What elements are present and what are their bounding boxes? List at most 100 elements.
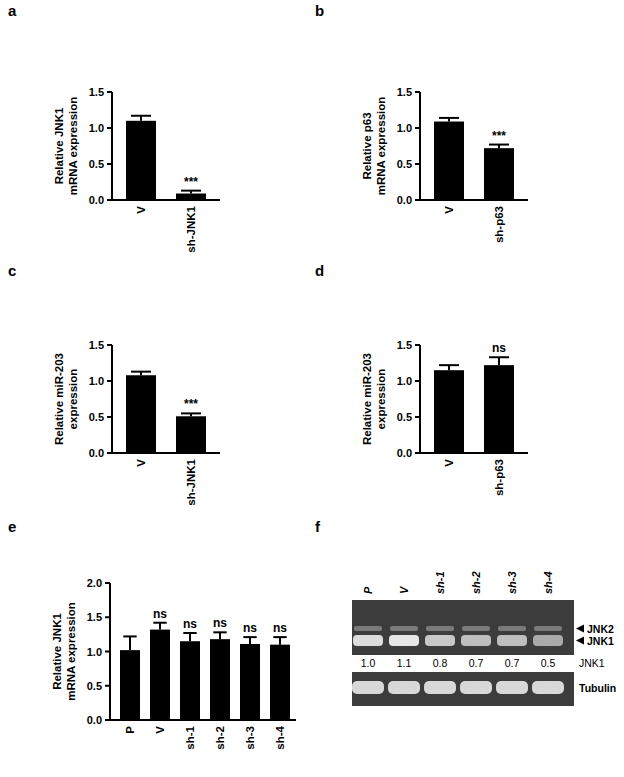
bar [126, 121, 156, 200]
y-tick-label: 1.0 [87, 646, 102, 658]
error-cap [123, 635, 136, 637]
y-tick [415, 380, 420, 382]
error-cap [439, 117, 459, 119]
y-axis-label: mRNA expression [67, 97, 79, 196]
panel-letter: f [315, 518, 321, 535]
error-stem [498, 357, 500, 365]
loading-control-label: Tubulin [579, 682, 616, 694]
x-axis [111, 452, 220, 454]
error-bar [213, 632, 226, 639]
y-tick-label: 1.5 [397, 86, 412, 98]
error-stem [189, 633, 191, 641]
y-tick [107, 199, 112, 201]
data-label: 0.7 [505, 657, 520, 669]
y-tick [415, 416, 420, 418]
x-tick-label: V [135, 206, 147, 214]
y-tick [415, 199, 420, 201]
y-tick-label: 0.0 [397, 447, 412, 459]
tubulin-band [388, 681, 420, 694]
x-tick-label: sh-3 [244, 726, 256, 750]
bar [484, 148, 514, 200]
jnk1-band [533, 635, 563, 646]
error-bar [131, 372, 151, 376]
y-tick-label: 0.5 [397, 158, 412, 170]
x-tick-label: V [443, 206, 455, 214]
significance: *** [492, 129, 506, 143]
plot-area [126, 116, 206, 200]
error-bar [489, 145, 509, 149]
x-axis [109, 719, 296, 721]
x-tick-label: sh-p63 [493, 459, 505, 496]
bar [126, 375, 156, 453]
x-axis [111, 199, 220, 201]
lane-label: sh-4 [542, 571, 554, 594]
error-bar [131, 116, 151, 121]
panel: d0.00.51.01.5Relative miR-203expressionV… [315, 262, 528, 496]
y-tick-label: 1.5 [397, 339, 412, 351]
significance: ns [243, 621, 257, 635]
bar [434, 122, 464, 200]
lane-label: sh-3 [506, 571, 518, 594]
y-tick [107, 91, 112, 93]
y-tick-label: 0.5 [89, 411, 104, 423]
y-axis-label: mRNA expression [375, 97, 387, 196]
y-axis-label: mRNA expression [65, 602, 77, 701]
error-stem [219, 632, 221, 639]
jnk1-band [389, 635, 419, 646]
error-bar [181, 413, 201, 416]
y-tick [415, 452, 420, 454]
panel: c0.00.51.01.5Relative miR-203expressionV… [8, 262, 220, 506]
panel: b0.00.51.01.5Relative p63mRNA expression… [315, 2, 528, 243]
error-bar [183, 633, 196, 641]
y-tick-label: 2.0 [87, 577, 102, 589]
error-cap [131, 371, 151, 373]
y-tick-label: 1.0 [397, 375, 412, 387]
blot-membrane [352, 600, 574, 655]
tubulin-band [460, 681, 492, 694]
bar [434, 370, 464, 453]
x-axis [419, 199, 528, 201]
y-axis [111, 345, 113, 453]
data-label: 1.1 [397, 657, 412, 669]
x-tick-label: V [135, 459, 147, 467]
error-cap [489, 144, 509, 146]
x-tick-label: sh-1 [184, 725, 196, 749]
y-tick-label: 0.0 [87, 714, 102, 726]
y-tick [415, 127, 420, 129]
y-tick [107, 344, 112, 346]
error-bar [123, 636, 136, 650]
y-axis [419, 92, 421, 200]
x-tick-label: sh-JNK1 [185, 458, 197, 505]
x-tick-label: sh-4 [274, 725, 286, 749]
plot-area [434, 357, 514, 453]
y-tick [105, 719, 110, 721]
y-tick [415, 91, 420, 93]
significance: ns [492, 341, 506, 355]
significance: ns [273, 621, 287, 635]
y-tick-label: 1.5 [89, 339, 104, 351]
x-tick-label: sh-2 [214, 726, 226, 750]
error-stem [129, 636, 131, 650]
panel-letter: d [315, 262, 324, 279]
error-stem [159, 623, 161, 630]
y-tick-label: 0.0 [89, 447, 104, 459]
x-tick-label: sh-p63 [493, 206, 505, 243]
panel-letter: b [315, 2, 324, 19]
lane-label: V [398, 585, 410, 594]
jnk2-band [390, 626, 418, 631]
tubulin-band [352, 681, 384, 694]
y-tick [105, 685, 110, 687]
data-label: 1.0 [361, 657, 376, 669]
error-bar [439, 365, 459, 370]
blot-panel: fP1.0V1.1sh-10.8sh-20.7sh-30.7sh-40.5JNK… [315, 518, 616, 706]
error-cap [243, 636, 256, 638]
error-bar [153, 623, 166, 630]
blot-membrane [352, 672, 574, 706]
error-bar [243, 637, 256, 644]
data-label: 0.7 [469, 657, 484, 669]
y-tick [107, 163, 112, 165]
y-tick [105, 651, 110, 653]
y-tick [107, 380, 112, 382]
y-tick [107, 452, 112, 454]
y-axis-label: Relative p63 [361, 112, 373, 179]
